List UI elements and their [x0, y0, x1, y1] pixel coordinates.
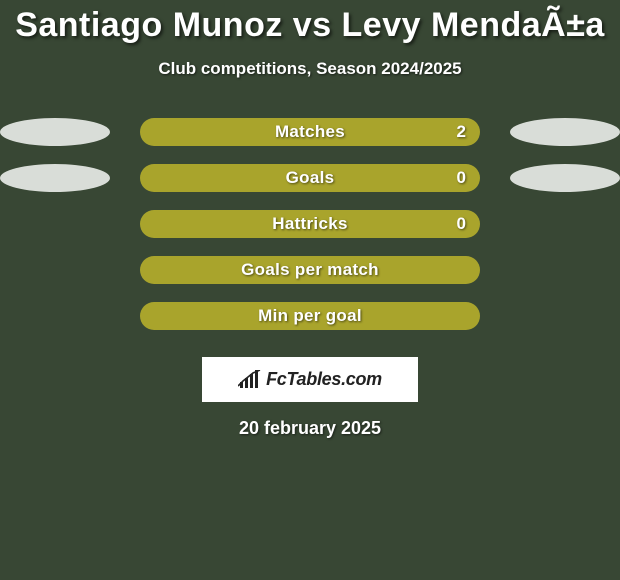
stat-value: 2 — [457, 122, 466, 142]
stat-row: Goals per match — [0, 247, 620, 293]
stat-label: Goals per match — [241, 260, 379, 280]
page-subtitle: Club competitions, Season 2024/2025 — [0, 59, 620, 79]
stat-bar: Matches 2 — [140, 118, 480, 146]
left-ellipse — [0, 164, 110, 192]
stat-label: Min per goal — [258, 306, 362, 326]
stat-bar: Goals per match — [140, 256, 480, 284]
stat-label: Goals — [286, 168, 335, 188]
stat-value: 0 — [457, 168, 466, 188]
chart-icon — [238, 370, 262, 390]
stats-container: Matches 2 Goals 0 Hattricks 0 Goals per match M… — [0, 109, 620, 339]
stat-bar: Min per goal — [140, 302, 480, 330]
right-ellipse — [510, 118, 620, 146]
logo-card: FcTables.com — [202, 357, 418, 402]
stat-label: Matches — [275, 122, 345, 142]
stat-row: Min per goal — [0, 293, 620, 339]
stat-row: Goals 0 — [0, 155, 620, 201]
left-ellipse — [0, 118, 110, 146]
stat-label: Hattricks — [272, 214, 347, 234]
stat-row: Matches 2 — [0, 109, 620, 155]
stat-row: Hattricks 0 — [0, 201, 620, 247]
fctables-logo: FcTables.com — [238, 369, 382, 390]
logo-text: FcTables.com — [266, 369, 382, 390]
right-ellipse — [510, 164, 620, 192]
stat-bar: Hattricks 0 — [140, 210, 480, 238]
stat-bar: Goals 0 — [140, 164, 480, 192]
date-text: 20 february 2025 — [0, 418, 620, 439]
page-title: Santiago Munoz vs Levy MendaÃ±a — [0, 0, 620, 45]
stat-value: 0 — [457, 214, 466, 234]
